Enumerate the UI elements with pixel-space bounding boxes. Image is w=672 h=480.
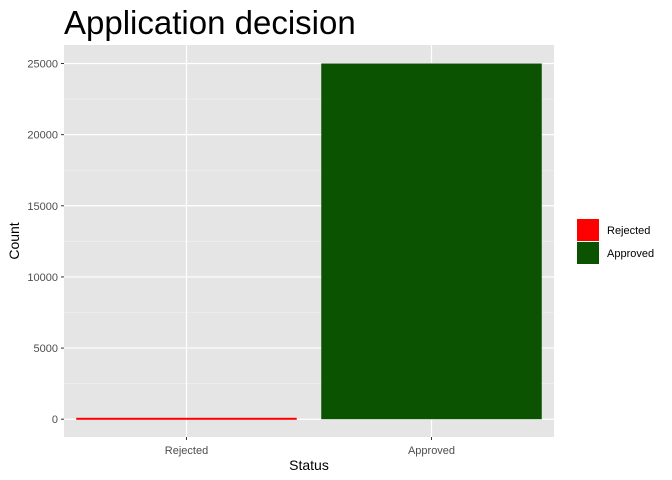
chart-title: Application decision bbox=[64, 4, 356, 41]
y-tick-label: 25000 bbox=[27, 58, 58, 70]
bars bbox=[76, 63, 542, 420]
y-axis-ticks: 0 5000 10000 15000 20000 25000 bbox=[27, 58, 64, 426]
y-tick-label: 20000 bbox=[27, 130, 58, 142]
legend-key-rejected bbox=[577, 219, 599, 241]
x-tick-label: Rejected bbox=[165, 445, 208, 457]
y-tick-label: 15000 bbox=[27, 201, 58, 213]
y-tick-label: 10000 bbox=[27, 272, 58, 284]
x-axis-ticks: Rejected Approved bbox=[165, 437, 455, 457]
bar-rejected bbox=[76, 417, 297, 420]
legend: Rejected Approved bbox=[577, 219, 654, 264]
y-tick-label: 0 bbox=[52, 414, 58, 426]
x-axis-title: Status bbox=[289, 457, 329, 473]
legend-label: Approved bbox=[607, 248, 654, 260]
y-axis-title: Count bbox=[6, 222, 22, 259]
x-tick-label: Approved bbox=[408, 445, 455, 457]
legend-label: Rejected bbox=[607, 225, 650, 237]
legend-key-approved bbox=[577, 242, 599, 264]
bar-approved bbox=[321, 63, 542, 420]
y-tick-label: 5000 bbox=[34, 343, 58, 355]
